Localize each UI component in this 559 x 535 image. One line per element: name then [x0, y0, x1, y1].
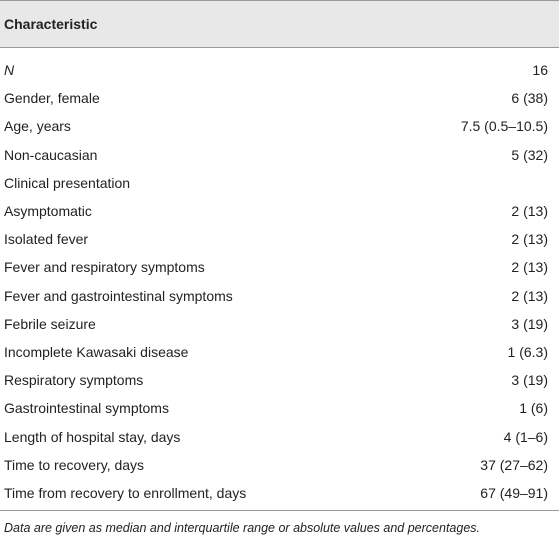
- table-row: Length of hospital stay, days 4 (1–6): [0, 422, 559, 450]
- row-label: Incomplete Kawasaki disease: [4, 343, 189, 360]
- row-label: Fever and respiratory symptoms: [4, 259, 205, 276]
- table-row: Clinical presentation: [0, 169, 559, 197]
- header-row: Characteristic: [0, 0, 559, 48]
- row-value: 1 (6.3): [507, 343, 548, 360]
- row-value: 7.5 (0.5–10.5): [460, 118, 548, 135]
- row-value: 16: [532, 62, 548, 79]
- table-row: Gastrointestinal symptoms 1 (6): [0, 394, 559, 422]
- row-label: Clinical presentation: [4, 174, 131, 191]
- row-value: 3 (19): [511, 315, 548, 332]
- row-label: Febrile seizure: [4, 315, 96, 332]
- row-value: 2 (13): [511, 259, 548, 276]
- row-value: 5 (32): [511, 146, 548, 163]
- row-label: N: [4, 62, 15, 79]
- table-header: Characteristic: [0, 0, 559, 48]
- row-label: Fever and gastrointestinal symptoms: [4, 287, 233, 304]
- table-row: Asymptomatic 2 (13): [0, 197, 559, 225]
- header-cell: Characteristic: [0, 0, 559, 48]
- table-row: N 16: [0, 48, 559, 85]
- table-row: Time from recovery to enrollment, days 67…: [0, 478, 559, 511]
- table-row: Respiratory symptoms 3 (19): [0, 366, 559, 394]
- row-label: Gastrointestinal symptoms: [4, 400, 169, 417]
- table: Characteristic N 16 Gender, female 6 (38) Ag…: [0, 0, 559, 511]
- table-row: Febrile seizure 3 (19): [0, 310, 559, 338]
- row-value: 37 (27–62): [480, 456, 548, 473]
- table-row: Fever and respiratory symptoms 2 (13): [0, 253, 559, 281]
- row-label: Time from recovery to enrollment, days: [0, 478, 400, 511]
- row-value: 2 (13): [511, 287, 548, 304]
- table-row: Fever and gastrointestinal symptoms 2 (13…: [0, 282, 559, 310]
- table-row: Gender, female 6 (38): [0, 84, 559, 112]
- row-value: 3 (19): [511, 372, 548, 389]
- row-value: 1 (6): [519, 400, 548, 417]
- table-row: Non-caucasian 5 (32): [0, 141, 559, 169]
- row-value: 4 (1–6): [503, 428, 548, 445]
- row-label: Gender, female: [4, 90, 100, 107]
- row-label: Respiratory symptoms: [4, 372, 144, 389]
- table-row: Age, years 7.5 (0.5–10.5): [0, 112, 559, 140]
- row-value: 2 (13): [511, 203, 548, 220]
- row-value: 67 (49–91): [399, 478, 559, 511]
- row-label: Age, years: [4, 118, 71, 135]
- row-label: Isolated fever: [4, 231, 89, 248]
- row-value: 6 (38): [511, 90, 548, 107]
- table-row: Isolated fever 2 (13): [0, 225, 559, 253]
- table-row: Incomplete Kawasaki disease 1 (6.3): [0, 338, 559, 366]
- footnote: Data are given as median and interquarti…: [4, 521, 481, 535]
- row-label: Asymptomatic: [4, 203, 92, 220]
- row-label: Time to recovery, days: [4, 456, 145, 473]
- table-row: Time to recovery, days 37 (27–62): [0, 451, 559, 479]
- row-label: Non-caucasian: [4, 146, 98, 163]
- row-value: 2 (13): [511, 231, 548, 248]
- table-body: N 16 Gender, female 6 (38) Age, years 7.5 (0.…: [0, 48, 559, 511]
- row-label: Length of hospital stay, days: [4, 428, 181, 445]
